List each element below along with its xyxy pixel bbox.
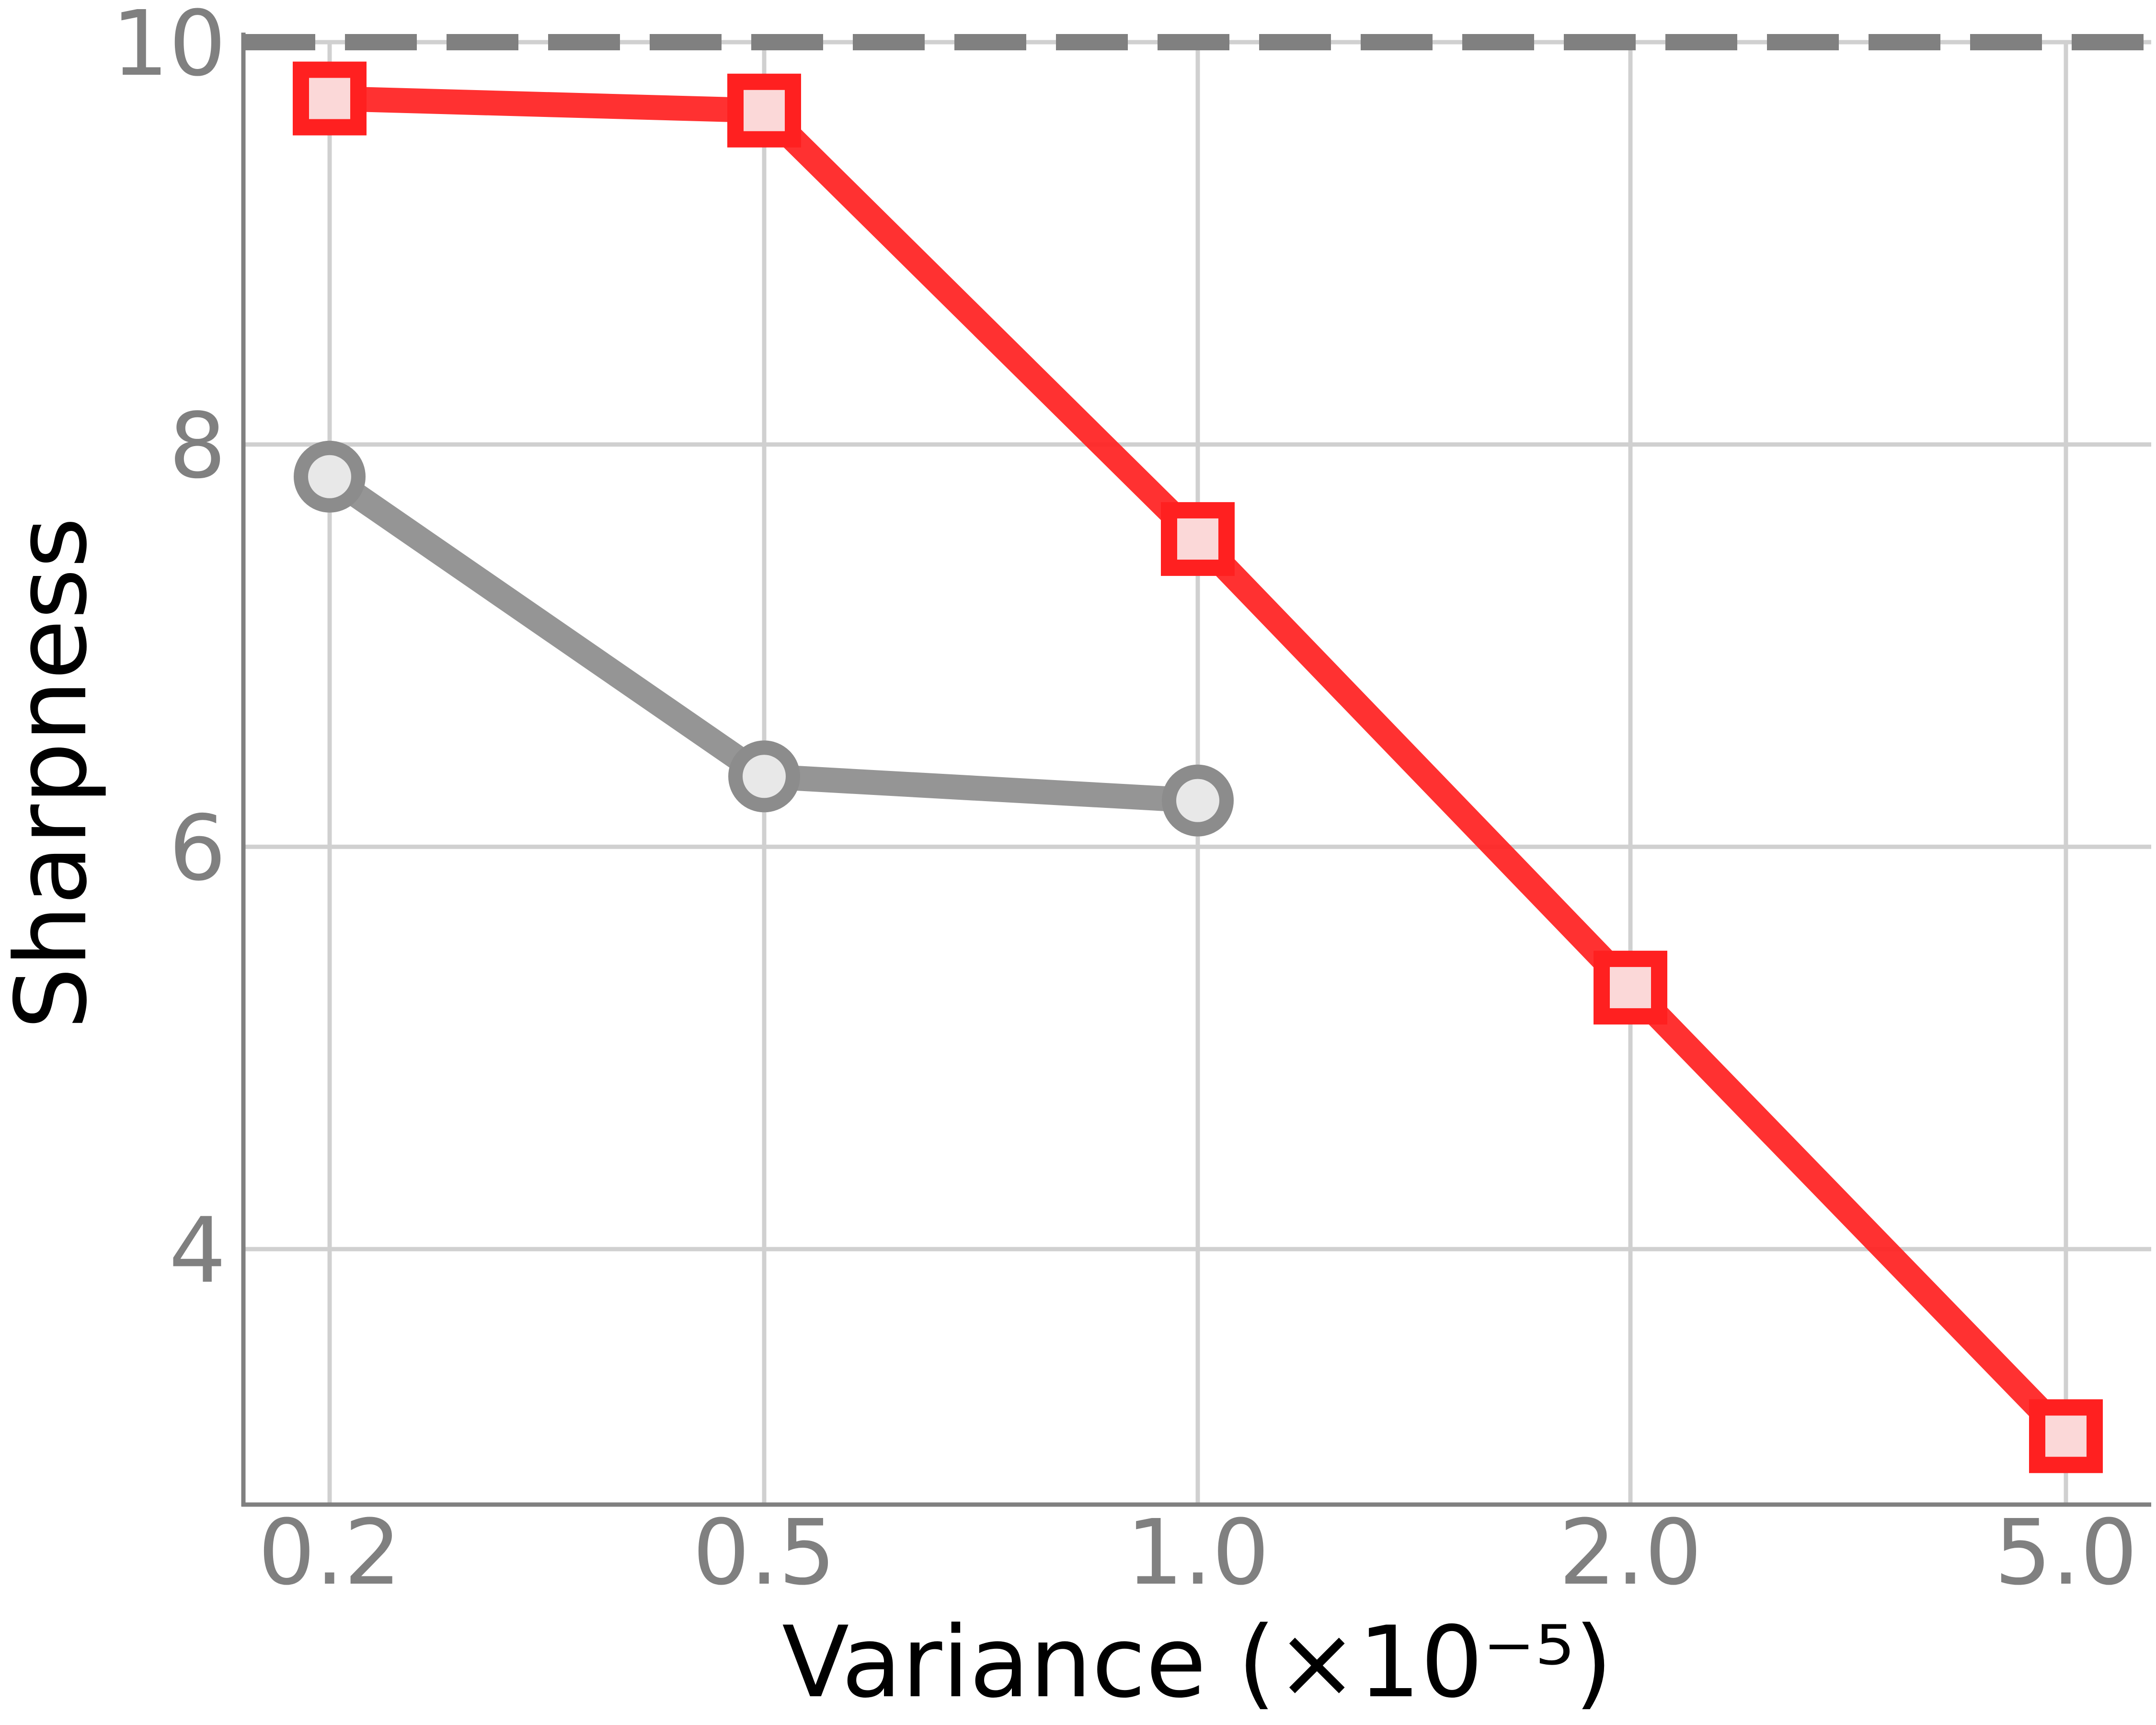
x-tick-label: 0.5 [693,1500,836,1605]
axes [241,33,2151,1507]
square-marker [727,73,801,148]
square-marker [1594,951,1667,1025]
circle-marker [294,440,366,513]
square-marker [293,61,367,136]
y-tick-label: 4 [169,1198,226,1303]
square-marker [1161,502,1235,576]
y-axis-title: Sharpness [0,517,109,1030]
x-tick-label: 2.0 [1559,1500,1702,1605]
x-tick-label: 0.2 [258,1500,401,1605]
y-tick-label: 10 [112,0,226,96]
circle-marker [728,740,800,813]
tick-labels: 0.2 0.5 1.0 2.0 5.0 4 6 8 10 [112,0,2138,1605]
y-tick-label: 8 [169,394,226,499]
series-1 [294,440,1234,837]
x-axis-title: Variance (×10⁻⁵) [782,1606,1613,1720]
x-tick-label: 1.0 [1126,1500,1270,1605]
square-marker [2029,1399,2103,1473]
y-tick-label: 6 [169,796,226,901]
series-0 [293,61,2103,1473]
x-tick-label: 5.0 [1995,1500,2138,1605]
series-layer [293,61,2103,1473]
circle-marker [1162,764,1234,837]
